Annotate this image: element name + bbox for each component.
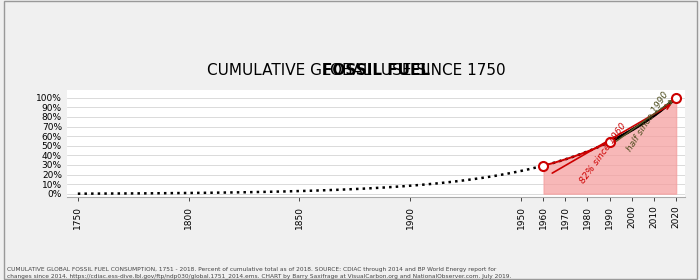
Text: CUMULATIVE GLOBAL: CUMULATIVE GLOBAL [206, 63, 376, 78]
Text: 82% since 1960: 82% since 1960 [578, 122, 628, 185]
Text: CUMULATIVE GLOBAL FOSSIL FUEL CONSUMPTION, 1751 - 2018. Percent of cumulative to: CUMULATIVE GLOBAL FOSSIL FUEL CONSUMPTIO… [7, 267, 512, 279]
Text: FOSSIL FUEL: FOSSIL FUEL [322, 63, 430, 78]
Text: half since 1990: half since 1990 [624, 90, 670, 153]
Text: USE SINCE 1750: USE SINCE 1750 [376, 63, 505, 78]
